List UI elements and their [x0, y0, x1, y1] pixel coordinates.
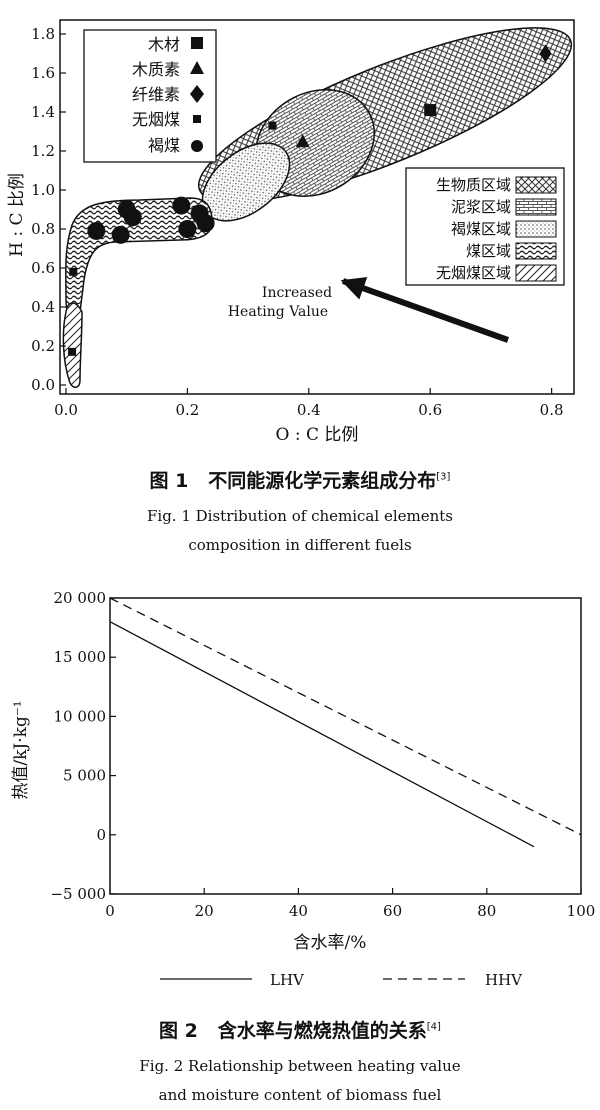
- fig2-y-axis-label: 热值/kJ·kg⁻¹: [11, 700, 31, 799]
- fig2-x-axis-label: 含水率/%: [294, 933, 367, 953]
- fig2-y-tick-label: 15 000: [54, 648, 107, 666]
- fig1-marker-legend: 木材 木质素 纤维素 无烟煤 褐煤: [83, 29, 217, 163]
- legend-wood-marker: [191, 37, 203, 49]
- fig1-caption-en: Fig. 1 Distribution of chemical elements…: [0, 502, 600, 560]
- fig1-y-tick-label: 1.0: [31, 181, 55, 199]
- legend-anthracite-region-label: 无烟煤区域: [436, 264, 511, 282]
- fig1-y-tick-label: 0.8: [31, 220, 55, 238]
- fig2-legend: LHV HHV: [160, 971, 523, 989]
- fig2-caption-cn: 图 2 含水率与燃烧热值的关系[4]: [0, 1016, 600, 1043]
- fig1-x-axis-label: O : C 比例: [276, 425, 359, 445]
- legend-coal-region-label: 煤区域: [466, 242, 511, 260]
- point-anthracite: [69, 267, 78, 276]
- fig2-caption-en-line2: and moisture content of biomass fuel: [158, 1086, 442, 1104]
- fig2-y-tick-label: 5 000: [63, 767, 106, 785]
- point-cellulose: [539, 44, 552, 63]
- annotation-line-2: Heating Value: [228, 304, 328, 320]
- series-line-hhv: [109, 597, 582, 836]
- legend-hhv-label: HHV: [485, 971, 523, 989]
- legend-lignite-label: 褐煤: [148, 136, 180, 155]
- fig2-x-ticks: 0 20 40 60 80 100: [105, 888, 595, 920]
- fig2-caption-en-line1: Fig. 2 Relationship between heating valu…: [139, 1057, 461, 1075]
- legend-lignin-label: 木质素: [132, 60, 180, 79]
- fig1-plot-frame: [59, 19, 575, 395]
- point-lignite: [178, 220, 197, 238]
- fig2-x-tick-label: 100: [567, 902, 596, 920]
- figure-1-chart: 0.0 0.2 0.4 0.6 0.8 0.0 0.2 0.4 0.6 0.8 1.0 1.2 1.4…: [7, 19, 575, 445]
- fig2-y-tick-label: 20 000: [54, 590, 107, 607]
- point-lignite: [172, 196, 191, 215]
- legend-anthracite-marker: [193, 115, 201, 123]
- fig2-x-tick-label: 60: [383, 902, 402, 920]
- legend-cellulose-marker: [190, 85, 204, 103]
- point-lignite: [196, 214, 215, 233]
- legend-biomass-region-label: 生物质区域: [436, 176, 511, 194]
- fig1-x-tick-label: 0.0: [54, 401, 78, 419]
- fig1-caption-title: 不同能源化学元素组成分布: [208, 470, 437, 492]
- fig1-x-ticks: 0.0 0.2 0.4 0.6 0.8: [54, 388, 564, 419]
- fig1-caption-en-line1: Fig. 1 Distribution of chemical elements: [147, 507, 453, 525]
- fig1-caption-cn: 图 1 不同能源化学元素组成分布[3]: [0, 466, 600, 493]
- legend-lignite-region-label: 褐煤区域: [451, 220, 511, 238]
- fig2-caption-title: 含水率与燃烧热值的关系: [217, 1020, 427, 1042]
- fig2-plot-frame: [109, 597, 582, 895]
- fig2-series-lines: [109, 597, 582, 848]
- legend-slurry-region-swatch: [515, 198, 557, 216]
- point-lignin: [295, 134, 310, 148]
- point-lignite: [87, 221, 106, 240]
- fig1-x-tick-label: 0.8: [540, 401, 564, 419]
- fig1-caption-ref: [3]: [436, 471, 451, 483]
- fig1-x-tick-label: 0.2: [175, 401, 199, 419]
- legend-anthracite-region-swatch: [515, 264, 557, 282]
- series-line-lhv: [109, 621, 535, 848]
- fig2-x-tick-label: 80: [477, 902, 496, 920]
- fig1-y-tick-label: 0.4: [31, 298, 55, 316]
- fig1-y-tick-label: 0.2: [31, 337, 55, 355]
- fig2-caption-ref: [4]: [426, 1021, 441, 1033]
- fig1-data-points: [68, 44, 552, 356]
- fig2-x-tick-label: 0: [105, 902, 115, 920]
- fig1-y-tick-label: 0.6: [31, 259, 55, 277]
- fig1-y-tick-label: 1.8: [31, 25, 55, 43]
- fig1-y-tick-label: 1.6: [31, 64, 55, 82]
- legend-coal-region-swatch: [515, 242, 557, 260]
- point-lignite: [111, 225, 130, 244]
- fig1-caption-label: 图 1: [149, 470, 189, 492]
- legend-anthracite-label: 无烟煤: [132, 110, 180, 129]
- fig1-x-tick-label: 0.4: [297, 401, 321, 419]
- legend-lhv-label: LHV: [270, 971, 305, 989]
- fig1-y-tick-label: 0.0: [31, 376, 55, 394]
- fig2-x-tick-label: 40: [289, 902, 308, 920]
- point-lignite: [123, 208, 142, 227]
- annotation-line-1: Increased: [262, 285, 332, 301]
- legend-cellulose-label: 纤维素: [132, 85, 180, 104]
- fig1-y-axis-label: H : C 比例: [7, 173, 27, 257]
- fig1-y-tick-label: 1.2: [31, 142, 55, 160]
- legend-biomass-region-swatch: [515, 176, 557, 194]
- fig1-region-legend: 生物质区域 泥浆区域 褐煤区域 煤区域 无烟煤区域: [405, 167, 565, 286]
- point-wood: [424, 104, 437, 117]
- legend-lignite-region-swatch: [515, 220, 557, 238]
- fig1-y-ticks: 0.0 0.2 0.4 0.6 0.8 1.0 1.2 1.4 1.6 1.8: [31, 25, 66, 394]
- point-anthracite: [68, 347, 77, 356]
- fig2-y-ticks: −5 000 0 5 000 10 000 15 000 20 000: [50, 590, 116, 903]
- legend-lignin-marker: [190, 61, 204, 74]
- region-anthracite: [62, 302, 83, 388]
- fig2-y-tick-label: −5 000: [50, 885, 106, 903]
- fig1-caption-en-line2: composition in different fuels: [188, 536, 412, 554]
- fig2-caption-label: 图 2: [159, 1020, 198, 1042]
- heating-value-arrow: [340, 276, 510, 343]
- fig2-caption-en: Fig. 2 Relationship between heating valu…: [0, 1052, 600, 1110]
- legend-slurry-region-label: 泥浆区域: [451, 198, 511, 216]
- heating-value-annotation: Increased Heating Value: [228, 276, 510, 343]
- fig2-x-tick-label: 20: [195, 902, 214, 920]
- fig1-x-tick-label: 0.6: [418, 401, 442, 419]
- legend-lignite-marker: [191, 140, 203, 152]
- fig2-y-tick-label: 10 000: [54, 707, 107, 725]
- fig2-y-tick-label: 0: [96, 826, 106, 844]
- legend-wood-label: 木材: [148, 35, 180, 54]
- point-anthracite: [268, 121, 277, 130]
- fig1-y-tick-label: 1.4: [31, 103, 55, 121]
